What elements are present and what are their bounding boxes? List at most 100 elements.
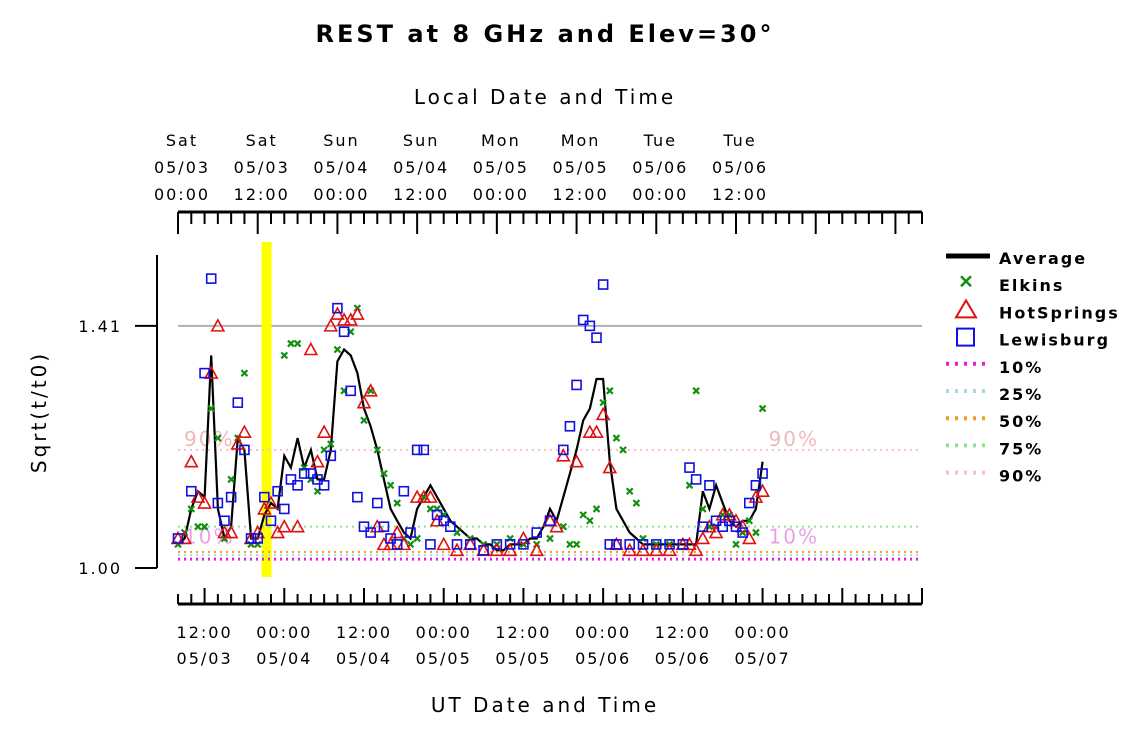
point-elkins-stroke bbox=[606, 387, 614, 395]
point-lewisburg bbox=[285, 474, 297, 485]
point-hotsprings bbox=[330, 306, 345, 320]
point-hotsprings bbox=[250, 524, 266, 539]
point-lewisburg bbox=[491, 539, 503, 550]
point-hotsprings bbox=[695, 530, 711, 545]
point-elkins bbox=[393, 499, 401, 507]
point-lewisburg bbox=[557, 444, 569, 456]
point-hotsprings bbox=[688, 542, 704, 557]
point-lewisburg bbox=[717, 521, 729, 532]
point-hotsprings bbox=[735, 518, 750, 533]
x-top-label-date: 05/06 bbox=[632, 158, 688, 177]
point-hotsprings bbox=[436, 536, 452, 551]
point-elkins bbox=[187, 505, 196, 513]
point-lewisburg bbox=[544, 515, 556, 527]
point-elkins-stroke bbox=[758, 404, 767, 413]
point-hotsprings bbox=[363, 383, 378, 397]
point-elkins bbox=[599, 398, 607, 407]
point-elkins-stroke bbox=[200, 522, 209, 531]
legend-label: 90% bbox=[999, 467, 1043, 486]
point-lewisburg bbox=[305, 468, 317, 479]
point-lewisburg bbox=[697, 521, 709, 532]
point-elkins-stroke bbox=[293, 339, 302, 348]
point-lewisburg bbox=[531, 527, 543, 538]
point-hotsprings bbox=[622, 542, 638, 557]
point-elkins-stroke bbox=[546, 534, 554, 543]
x-tick-label-time: 12:00 bbox=[495, 623, 551, 642]
point-lewisburg bbox=[172, 533, 184, 544]
legend-label: Lewisburg bbox=[999, 331, 1110, 350]
point-lewisburg bbox=[650, 539, 662, 550]
point-hotsprings bbox=[369, 518, 385, 533]
point-elkins-stroke bbox=[752, 528, 760, 537]
x-top-label-time: 12:00 bbox=[553, 185, 609, 204]
x-tick-label-time: 00:00 bbox=[256, 623, 312, 642]
point-hotsprings bbox=[183, 454, 199, 468]
point-hotsprings bbox=[290, 518, 305, 533]
point-lewisburg bbox=[252, 533, 264, 544]
point-lewisburg bbox=[418, 444, 430, 456]
point-elkins-stroke bbox=[738, 528, 747, 537]
point-elkins bbox=[227, 475, 235, 484]
point-elkins-stroke bbox=[280, 351, 289, 360]
x-tick-label-date: 05/07 bbox=[735, 649, 791, 668]
series-elkins bbox=[174, 304, 767, 549]
x-top-label-time: 12:00 bbox=[234, 185, 290, 204]
now-marker bbox=[261, 242, 272, 577]
x-tick-label-date: 05/06 bbox=[575, 649, 631, 668]
point-hotsprings bbox=[210, 318, 226, 332]
point-elkins bbox=[546, 534, 554, 543]
point-elkins bbox=[586, 516, 594, 525]
point-hotsprings bbox=[423, 489, 438, 503]
x-tick-label-time: 12:00 bbox=[177, 623, 233, 642]
point-elkins bbox=[579, 511, 587, 519]
point-lewisburg bbox=[325, 450, 337, 462]
x-top-label-date: 05/03 bbox=[234, 158, 290, 177]
legend-item-average: Average bbox=[946, 249, 1085, 268]
point-hotsprings bbox=[350, 306, 365, 320]
point-lewisburg bbox=[677, 539, 689, 550]
point-lewisburg bbox=[577, 314, 589, 326]
point-elkins-stroke bbox=[632, 499, 641, 507]
legend-swatch bbox=[956, 327, 975, 347]
legend-item-50pct: 50% bbox=[946, 412, 1041, 431]
point-lewisburg bbox=[564, 420, 576, 432]
x-tick-label-time: 00:00 bbox=[735, 623, 791, 642]
legend-swatch bbox=[954, 298, 978, 319]
point-elkins bbox=[606, 387, 614, 395]
point-lewisburg bbox=[185, 485, 197, 497]
point-hotsprings bbox=[635, 542, 651, 557]
point-lewisburg bbox=[312, 474, 323, 485]
point-lewisburg bbox=[571, 379, 582, 391]
legend-label: 25% bbox=[999, 385, 1043, 404]
x-top-label-time: 00:00 bbox=[632, 185, 688, 204]
point-lewisburg bbox=[205, 273, 217, 284]
point-elkins bbox=[592, 505, 601, 513]
point-lewisburg bbox=[750, 480, 762, 491]
percentile-annotation: 90% bbox=[184, 427, 234, 451]
legend-label: Elkins bbox=[999, 276, 1064, 295]
point-elkins bbox=[745, 516, 754, 525]
point-hotsprings bbox=[177, 530, 192, 545]
x-top-label-date: 05/05 bbox=[553, 158, 609, 177]
point-elkins-stroke bbox=[692, 387, 700, 395]
point-elkins-stroke bbox=[586, 516, 594, 525]
point-elkins-stroke bbox=[373, 446, 382, 454]
point-elkins-stroke bbox=[619, 446, 627, 454]
point-elkins bbox=[619, 446, 627, 454]
point-hotsprings bbox=[396, 536, 412, 551]
point-hotsprings bbox=[190, 489, 206, 503]
x-top-label-day: Sun bbox=[323, 131, 359, 150]
x-top-label-time: 00:00 bbox=[154, 185, 210, 204]
point-lewisburg bbox=[624, 539, 636, 550]
point-lewisburg bbox=[710, 515, 722, 527]
legend-item-10pct: 10% bbox=[946, 358, 1041, 377]
point-lewisburg bbox=[338, 326, 350, 338]
point-lewisburg bbox=[425, 539, 436, 550]
point-elkins-stroke bbox=[327, 440, 335, 448]
point-elkins bbox=[625, 487, 634, 496]
point-lewisburg bbox=[445, 521, 456, 532]
point-hotsprings bbox=[648, 542, 664, 557]
point-lewisburg bbox=[378, 521, 390, 532]
point-lewisburg bbox=[352, 491, 363, 503]
point-elkins-stroke bbox=[566, 540, 574, 549]
